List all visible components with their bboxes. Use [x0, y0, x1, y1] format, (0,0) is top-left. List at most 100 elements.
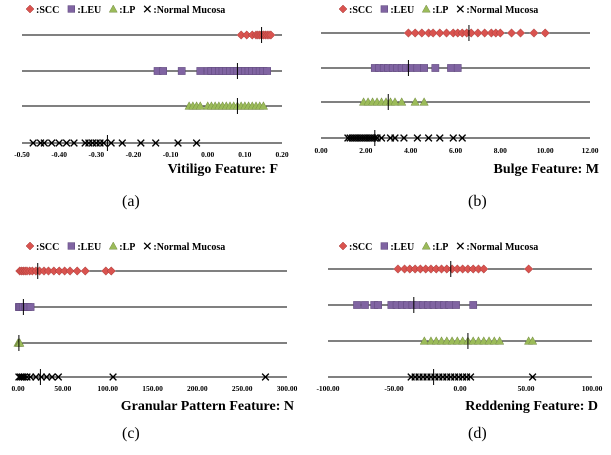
legend-label-normal-mucosa: :Normal Mucosa: [153, 5, 225, 16]
data-point-normal-mucosa: [413, 134, 422, 142]
legend-marker-lp: [108, 241, 118, 250]
data-point-scc: [540, 28, 550, 38]
legend-marker-leu: [380, 5, 388, 13]
chart-bulge-feature: :SCC:LEU:LP:Normal Mucosa 0.00 2.00 4.00 6.0…: [314, 4, 600, 177]
data-point-scc: [106, 266, 116, 276]
x-tick-label: 150.00: [142, 384, 163, 393]
legend-marker-leu: [67, 242, 75, 250]
data-point-scc: [428, 28, 438, 38]
x-tick-label: -50.00: [384, 384, 404, 393]
data-point-scc: [524, 264, 534, 274]
legend-label-scc: :SCC: [36, 242, 59, 253]
data-point-scc: [480, 28, 490, 38]
x-tick-label: 50.00: [54, 384, 71, 393]
data-point-leu: [196, 67, 205, 75]
legend-marker-scc: [25, 4, 35, 14]
legend-label-lp: :LP: [119, 5, 135, 16]
data-point-scc: [80, 266, 90, 276]
data-point-leu: [374, 301, 383, 309]
legend-label-leu: :LEU: [77, 242, 101, 253]
data-point-normal-mucosa: [400, 134, 408, 142]
data-point-leu: [177, 67, 186, 75]
x-tick-label: 200.00: [187, 384, 208, 393]
legend-label-lp: :LP: [119, 242, 135, 253]
data-point-normal-mucosa: [391, 134, 399, 142]
legend-label-normal-mucosa: :Normal Mucosa: [466, 242, 538, 253]
data-point-normal-mucosa: [29, 139, 37, 147]
data-point-scc: [506, 28, 517, 38]
legend-label-normal-mucosa: :Normal Mucosa: [466, 5, 538, 16]
data-point-leu: [263, 67, 271, 75]
legend-marker-normal-mucosa: [143, 5, 152, 13]
data-point-normal-mucosa: [528, 373, 537, 381]
x-tick-label: -0.20: [126, 150, 142, 159]
chart-vitiligo-feature: :SCC:LEU:LP:Normal Mucosa -0.50 -0.40 -0.30…: [14, 4, 289, 177]
legend-marker-lp: [421, 241, 431, 250]
panel-caption-d: (d): [468, 425, 487, 442]
x-tick-label: 0.00: [11, 384, 24, 393]
legend-marker-lp: [421, 4, 431, 13]
legend-marker-scc: [25, 241, 35, 251]
panel-caption-c: (c): [122, 425, 140, 442]
data-point-normal-mucosa: [118, 139, 127, 147]
panel-caption-a: (a): [122, 193, 140, 210]
legend-marker-normal-mucosa: [456, 242, 465, 250]
legend-label-leu: :LEU: [77, 5, 101, 16]
data-point-lp: [195, 101, 205, 110]
legend-marker-normal-mucosa: [143, 242, 152, 250]
x-tick-label: 0.20: [275, 150, 288, 159]
x-tick-label: -0.40: [51, 150, 67, 159]
x-tick-label: 0.00: [314, 146, 327, 155]
data-point-lp: [258, 101, 269, 110]
data-point-scc: [515, 28, 526, 38]
data-point-leu: [159, 67, 167, 75]
data-point-normal-mucosa: [458, 134, 467, 142]
x-tick-label: -0.30: [88, 150, 104, 159]
data-point-scc: [403, 28, 413, 38]
x-tick-label: 12.00: [582, 146, 599, 155]
chart-title: Bulge Feature: M: [494, 162, 600, 177]
chart-granular-pattern-feature: :SCC:LEU:LP:Normal Mucosa 0.00 50.00 100.00…: [11, 241, 298, 413]
data-point-scc: [65, 266, 75, 276]
x-tick-label: 0.00: [453, 384, 466, 393]
data-point-normal-mucosa: [377, 134, 386, 142]
data-point-normal-mucosa: [192, 139, 201, 147]
data-point-lp: [419, 336, 429, 345]
legend-label-leu: :LEU: [390, 5, 414, 16]
legend-label-scc: :SCC: [349, 5, 372, 16]
data-point-scc: [529, 28, 539, 38]
data-point-leu: [447, 64, 455, 72]
data-point-scc: [72, 266, 82, 276]
x-tick-label: 2.00: [359, 146, 372, 155]
legend-marker-leu: [67, 5, 75, 13]
legend-label-lp: :LP: [432, 5, 448, 16]
data-point-normal-mucosa: [424, 134, 433, 142]
data-point-scc: [410, 28, 420, 38]
legend-label-lp: :LP: [432, 242, 448, 253]
data-point-leu: [453, 64, 462, 72]
data-point-scc: [417, 28, 427, 38]
data-point-normal-mucosa: [107, 139, 115, 147]
data-point-normal-mucosa: [55, 139, 63, 147]
data-point-scc: [441, 28, 452, 38]
data-point-leu: [361, 301, 369, 309]
data-point-normal-mucosa: [261, 373, 270, 381]
x-tick-label: -100.00: [316, 384, 339, 393]
legend-marker-normal-mucosa: [456, 5, 465, 13]
data-point-normal-mucosa: [137, 139, 145, 147]
data-point-scc: [435, 28, 445, 38]
data-point-normal-mucosa: [70, 139, 78, 147]
data-point-normal-mucosa: [47, 139, 56, 147]
x-tick-label: 50.00: [518, 384, 535, 393]
data-point-leu: [413, 64, 422, 72]
x-tick-label: 100.00: [582, 384, 603, 393]
x-tick-label: 300.00: [277, 384, 298, 393]
data-point-leu: [431, 64, 440, 72]
x-tick-label: -0.50: [14, 150, 30, 159]
panel-caption-b: (b): [468, 193, 487, 210]
legend-marker-leu: [380, 242, 388, 250]
data-point-leu: [445, 301, 454, 309]
x-tick-label: 4.00: [404, 146, 417, 155]
data-point-normal-mucosa: [62, 139, 71, 147]
